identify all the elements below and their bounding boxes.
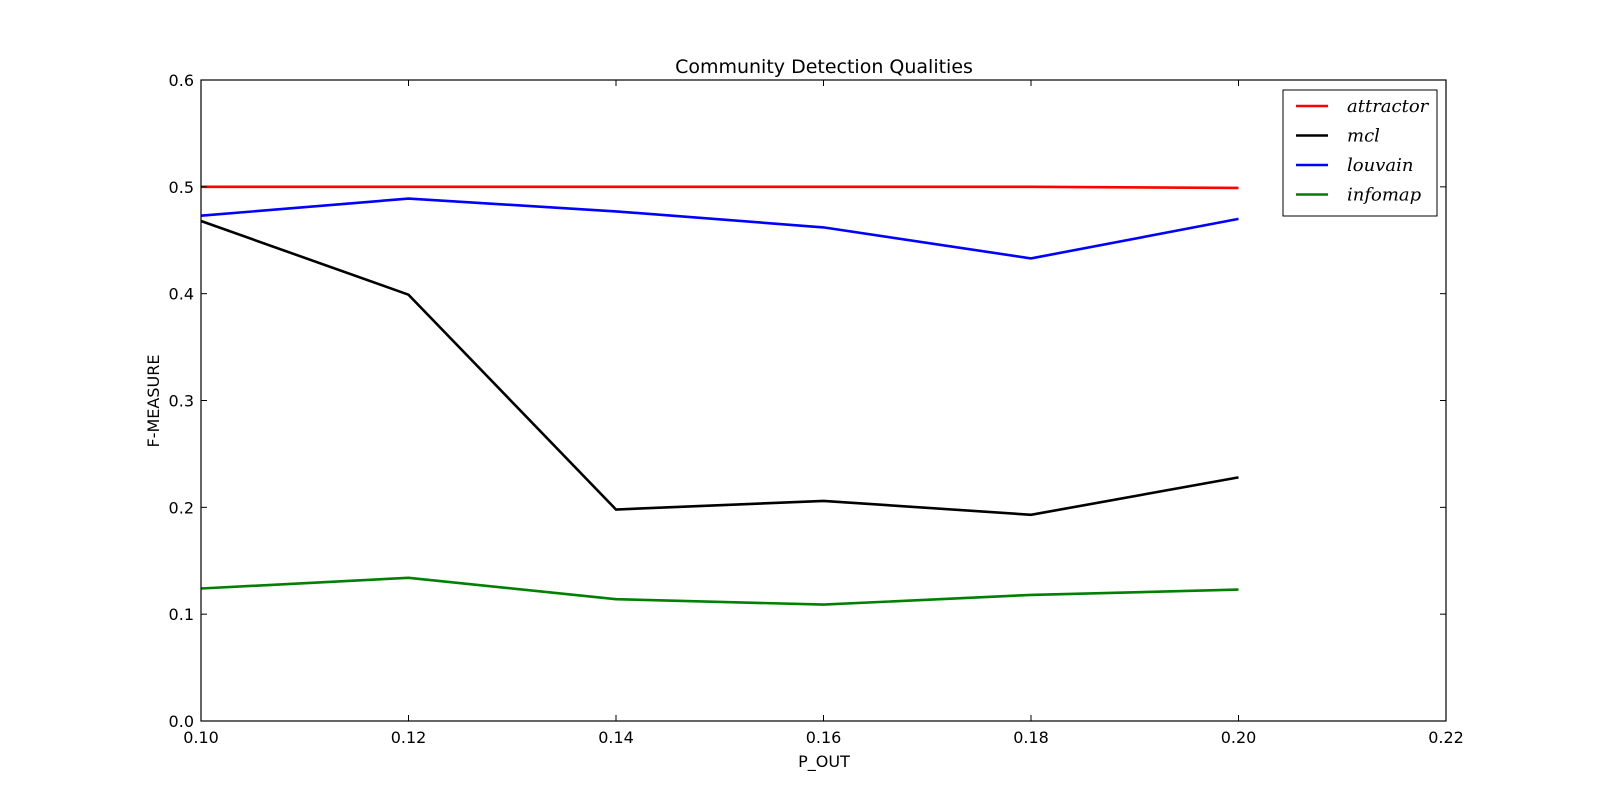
chart-title: Community Detection Qualities — [675, 56, 973, 78]
series-line-infomap — [200, 576, 1239, 606]
legend-label-mcl: mcl — [1347, 126, 1380, 147]
y-tick-label: 0.2 — [169, 498, 194, 517]
x-axis: 0.10 0.12 0.14 0.16 0.18 0.20 0.22 — [183, 80, 1464, 747]
series-line-louvain — [200, 197, 1239, 260]
legend-label-infomap: infomap — [1347, 185, 1422, 206]
series-line-mcl — [200, 219, 1239, 517]
x-tick-label: 0.12 — [391, 728, 427, 747]
y-axis: 0.0 0.1 0.2 0.3 0.4 0.5 0.6 — [169, 71, 1446, 731]
y-tick-label: 0.4 — [169, 285, 194, 304]
plot-lines — [200, 185, 1239, 606]
x-tick-label: 0.18 — [1013, 728, 1049, 747]
x-tick-label: 0.14 — [598, 728, 634, 747]
x-tick-label: 0.10 — [183, 728, 219, 747]
y-tick-label: 0.6 — [169, 71, 194, 90]
x-tick-label: 0.20 — [1221, 728, 1257, 747]
x-tick-label: 0.22 — [1428, 728, 1464, 747]
legend: attractor mcl louvain infomap — [1282, 89, 1438, 217]
x-axis-label: P_OUT — [798, 752, 850, 772]
series-line-attractor — [201, 185, 1239, 190]
x-tick-label: 0.16 — [806, 728, 842, 747]
legend-label-louvain: louvain — [1347, 155, 1413, 176]
legend-label-attractor: attractor — [1347, 96, 1430, 117]
plot-frame — [200, 79, 1447, 722]
y-tick-label: 0.0 — [169, 712, 194, 731]
y-axis-label: F-MEASURE — [144, 355, 163, 448]
y-tick-label: 0.3 — [169, 392, 194, 411]
y-tick-label: 0.5 — [169, 178, 194, 197]
y-tick-label: 0.1 — [169, 605, 194, 624]
